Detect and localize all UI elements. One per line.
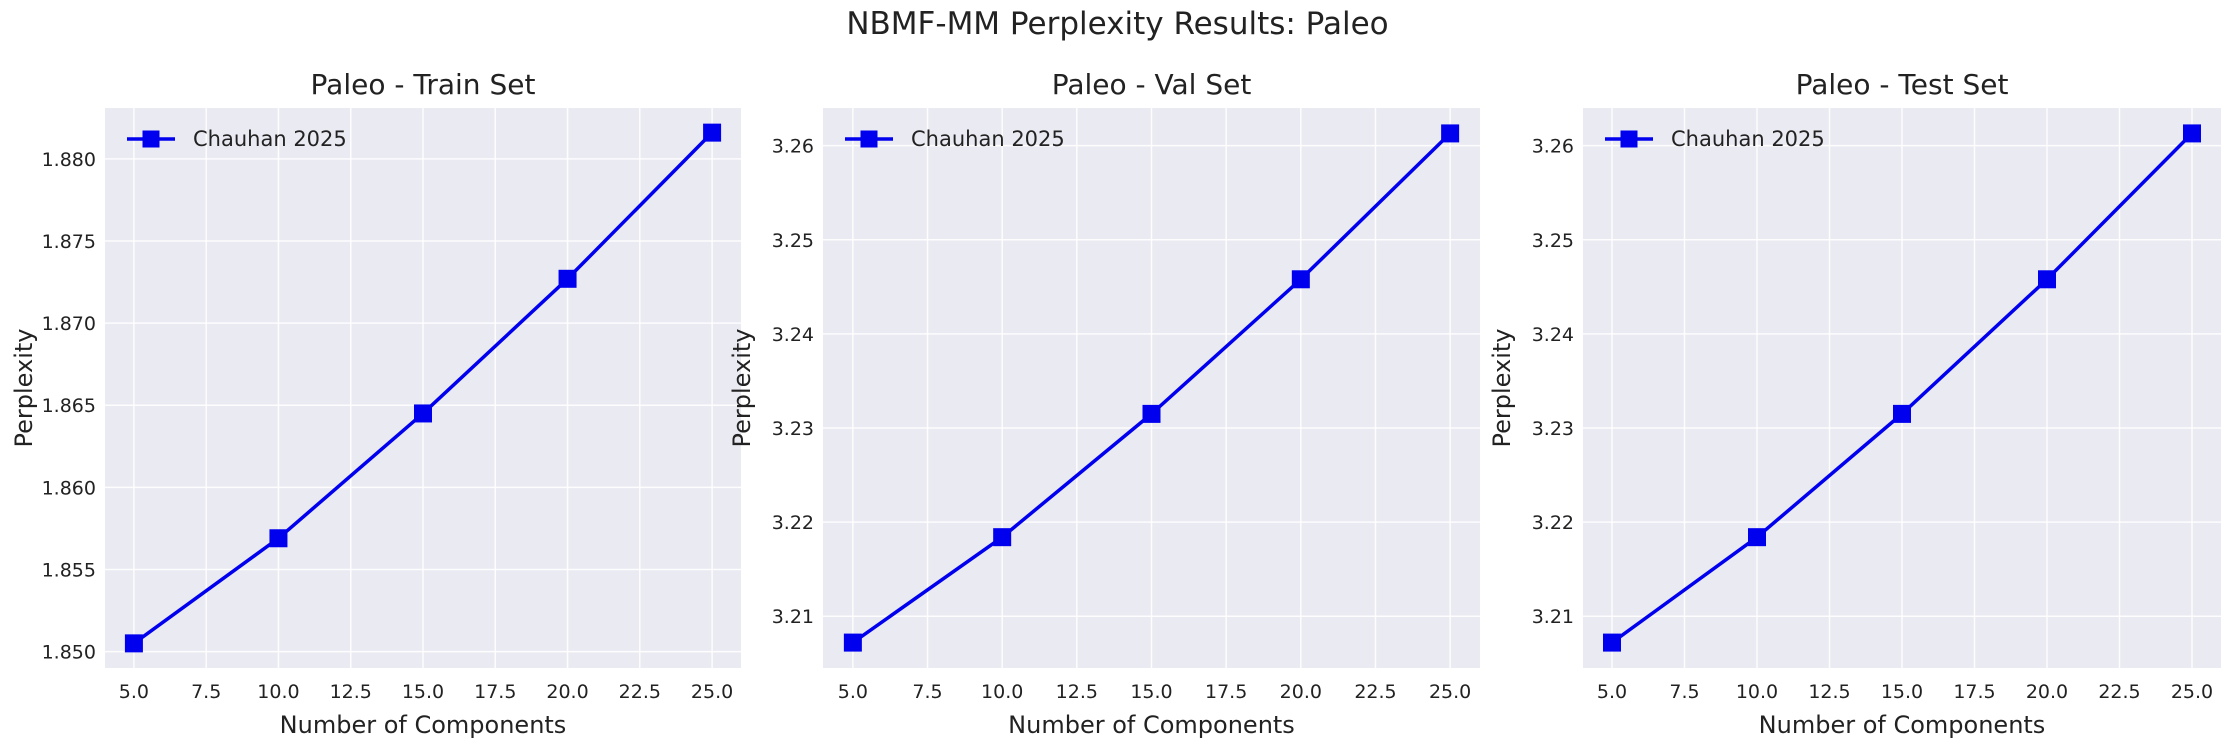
x-tick-label: 15.0 (402, 681, 444, 703)
data-point-marker (703, 123, 722, 142)
y-axis-label: Perplexity (728, 329, 756, 448)
x-tick-label: 12.5 (1056, 681, 1098, 703)
data-point-marker (2183, 124, 2201, 143)
chart-panel-3: 5.0 7.5 10.0 12.5 15.0 17.5 20.0 22.5 25.0 3.21 3.… (1488, 68, 2221, 739)
x-axis-label: Number of Components (1759, 711, 2046, 739)
x-tick-label: 5.0 (1597, 681, 1627, 703)
data-point-marker (1748, 528, 1766, 547)
x-tick-label: 10.0 (257, 681, 299, 703)
x-tick-label: 12.5 (1808, 681, 1850, 703)
data-point-marker (414, 404, 432, 423)
data-point-marker (1291, 270, 1310, 289)
x-tick-label: 20.0 (546, 681, 588, 703)
x-axis-label: Number of Components (280, 711, 567, 739)
y-tick-label: 1.880 (42, 149, 96, 171)
x-tick-label: 17.5 (1205, 681, 1247, 703)
y-tick-label: 3.21 (772, 606, 814, 628)
y-tick-label: 1.875 (42, 231, 96, 253)
x-tick-label: 20.0 (2026, 681, 2068, 703)
data-point-marker (269, 529, 288, 548)
data-point-marker (843, 633, 862, 652)
legend-marker (142, 130, 160, 148)
y-tick-label: 1.860 (42, 477, 96, 499)
y-tick-label: 3.21 (1532, 606, 1574, 628)
data-point-marker (1603, 633, 1621, 652)
chart-title: Paleo - Val Set (1052, 68, 1252, 101)
y-tick-label: 3.22 (1532, 512, 1574, 534)
chart-panel-2: 5.0 7.5 10.0 12.5 15.0 17.5 20.0 22.5 25.0 3.21 3.… (728, 68, 1480, 739)
x-tick-label: 25.0 (2171, 681, 2213, 703)
y-tick-label: 3.24 (772, 324, 814, 346)
chart-title: Paleo - Test Set (1796, 68, 2009, 101)
x-tick-label: 5.0 (119, 681, 149, 703)
y-axis-label: Perplexity (10, 329, 38, 448)
legend-marker (860, 130, 878, 148)
x-tick-label: 17.5 (474, 681, 516, 703)
chart-title: Paleo - Train Set (311, 68, 536, 101)
y-tick-label: 3.24 (1532, 324, 1574, 346)
x-tick-label: 25.0 (1429, 681, 1471, 703)
chart-panel-1: 5.0 7.5 10.0 12.5 15.0 17.5 20.0 22.5 25.0 1.850 1… (10, 68, 741, 739)
y-tick-label: 1.850 (42, 642, 96, 664)
legend-label: Chauhan 2025 (193, 127, 347, 151)
data-point-marker (1441, 124, 1460, 143)
x-axis-label: Number of Components (1008, 711, 1295, 739)
data-point-marker (558, 269, 577, 288)
legend-label: Chauhan 2025 (911, 127, 1065, 151)
y-tick-label: 3.23 (1532, 418, 1574, 440)
legend-label: Chauhan 2025 (1671, 127, 1825, 151)
x-tick-label: 20.0 (1280, 681, 1322, 703)
x-tick-label: 10.0 (1736, 681, 1778, 703)
x-tick-label: 7.5 (912, 681, 942, 703)
y-tick-label: 3.26 (772, 136, 814, 158)
x-tick-label: 12.5 (330, 681, 372, 703)
x-tick-label: 22.5 (1354, 681, 1396, 703)
x-tick-label: 7.5 (1669, 681, 1699, 703)
y-tick-label: 3.25 (772, 230, 814, 252)
x-tick-label: 7.5 (191, 681, 221, 703)
x-tick-label: 25.0 (691, 681, 733, 703)
y-tick-label: 3.23 (772, 418, 814, 440)
y-tick-label: 3.22 (772, 512, 814, 534)
x-tick-label: 15.0 (1130, 681, 1172, 703)
legend-marker (1620, 130, 1638, 148)
data-point-marker (1893, 404, 1911, 423)
y-tick-label: 3.26 (1532, 136, 1574, 158)
data-point-marker (124, 634, 143, 653)
x-tick-label: 15.0 (1881, 681, 1923, 703)
y-tick-label: 1.870 (42, 313, 96, 335)
data-point-marker (2038, 270, 2056, 289)
x-tick-label: 22.5 (619, 681, 661, 703)
y-axis-label: Perplexity (1488, 329, 1516, 448)
data-point-marker (1142, 404, 1161, 423)
x-tick-label: 17.5 (1953, 681, 1995, 703)
figure-title: NBMF-MM Perplexity Results: Paleo (846, 6, 1389, 42)
x-tick-label: 10.0 (981, 681, 1023, 703)
y-tick-label: 1.865 (42, 395, 96, 417)
data-point-marker (993, 528, 1012, 547)
x-tick-label: 22.5 (2098, 681, 2140, 703)
y-tick-label: 3.25 (1532, 230, 1574, 252)
y-tick-label: 1.855 (42, 559, 96, 581)
x-tick-label: 5.0 (838, 681, 868, 703)
